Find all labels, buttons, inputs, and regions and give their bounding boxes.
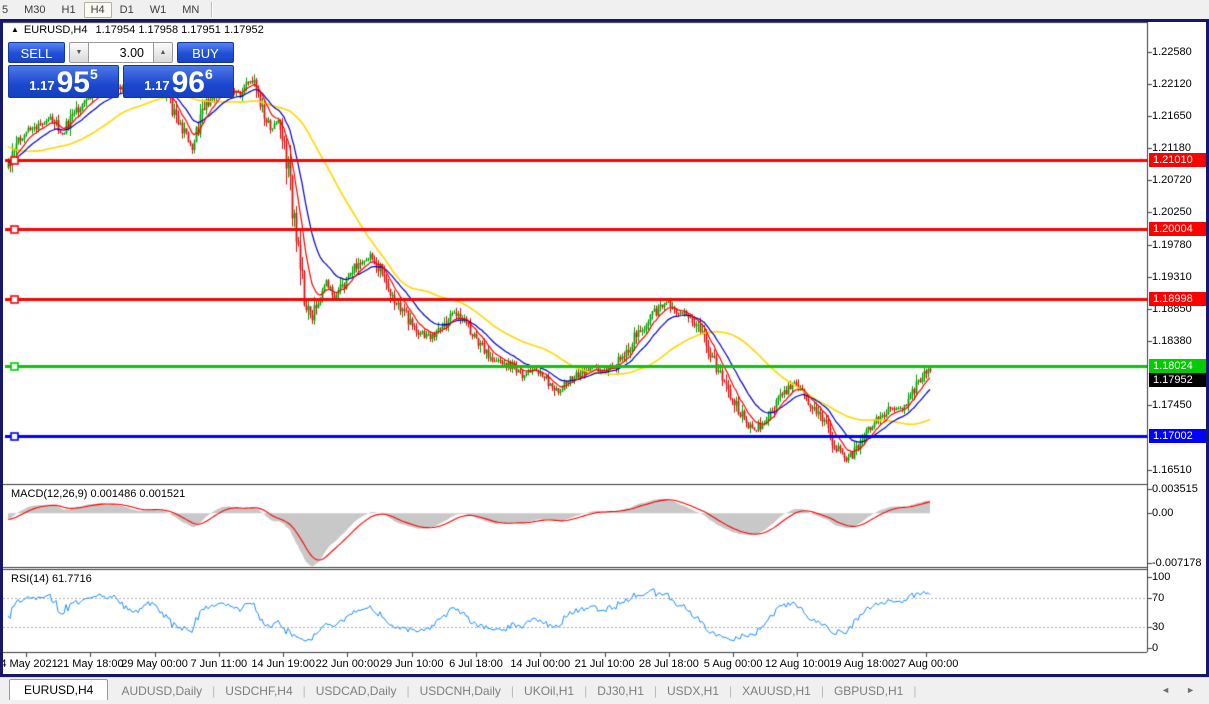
tab-separator: | [510, 684, 515, 698]
rsi-scale-label: 70 [1152, 592, 1165, 605]
buy-price-prefix: 1.17 [144, 78, 170, 93]
timeframe-toolbar: 5 M30 H1 H4 D1 W1 MN [0, 0, 1209, 20]
buy-price-sup: 6 [204, 66, 213, 82]
volume-decrease-icon[interactable]: ▼ [69, 42, 89, 63]
price-axis-label: 1.22580 [1152, 46, 1192, 59]
hline-price-tag: 1.17002 [1149, 429, 1206, 444]
tab-usdx-h1[interactable]: USDX,H1 [667, 684, 720, 698]
buy-price-display[interactable]: 1.17 96 6 [123, 65, 234, 98]
price-chart-canvas[interactable] [3, 22, 1206, 674]
timeframe-button-mn[interactable]: MN [182, 3, 200, 16]
tab-usdcnh-daily[interactable]: USDCNH,Daily [419, 684, 501, 698]
tab-audusd-daily[interactable]: AUDUSD,Daily [121, 684, 203, 698]
sell-button[interactable]: SELL [8, 42, 65, 63]
buy-price-big: 96 [171, 66, 205, 99]
timeframe-button-d1[interactable]: D1 [119, 3, 134, 16]
time-axis-label: 14 May 2021 [3, 658, 58, 670]
tab-eurusd-h4[interactable]: EURUSD,H4 [9, 679, 109, 701]
price-axis-label: 1.20720 [1152, 174, 1192, 187]
status-bar [0, 700, 1209, 704]
timeframe-button-m30[interactable]: M30 [24, 3, 46, 16]
time-axis-label: 29 Jun 10:00 [379, 658, 444, 670]
timeframe-button-h4[interactable]: H4 [83, 1, 112, 18]
rsi-indicator-label: RSI(14) 61.7716 [11, 573, 92, 585]
tab-scroll-left-icon[interactable]: ◄ [1161, 684, 1171, 695]
timeframe-button-h1[interactable]: H1 [61, 3, 76, 16]
time-axis-label: 12 Aug 10:00 [765, 658, 830, 670]
rsi-scale-label: 0 [1152, 642, 1159, 654]
tab-scroll-controls: ◄ ► [1153, 678, 1209, 701]
tab-scroll-right-icon[interactable]: ► [1186, 684, 1195, 695]
time-axis-label: 22 Jun 00:00 [315, 658, 380, 670]
sell-price-prefix: 1.17 [29, 78, 55, 93]
tab-separator: | [820, 684, 824, 698]
buy-button[interactable]: BUY [177, 42, 234, 63]
time-axis-label: 21 Jul 10:00 [574, 658, 635, 670]
sell-price-display[interactable]: 1.17 95 5 [8, 65, 119, 98]
current-price-tag: 1.17952 [1149, 372, 1206, 387]
collapse-trade-panel-icon[interactable]: ▲ [11, 25, 19, 34]
chart-window: ▲ EURUSD,H4 1.17954 1.17958 1.17951 1.1795… [0, 19, 1209, 677]
tab-usdchf-h4[interactable]: USDCHF,H4 [225, 684, 293, 698]
macd-scale-bottom: -0.007178 [1152, 557, 1202, 569]
tab-dj30-h1[interactable]: DJ30,H1 [597, 684, 644, 698]
toolbar-separator [211, 2, 214, 17]
volume-increase-icon[interactable]: ▲ [153, 42, 173, 63]
macd-scale-top: 0.003515 [1152, 483, 1198, 495]
price-axis-label: 1.17450 [1152, 399, 1192, 412]
price-axis-label: 1.19310 [1152, 271, 1192, 284]
price-axis-label: 1.21180 [1152, 142, 1191, 155]
tab-separator: | [729, 684, 733, 698]
tab-separator: | [653, 684, 657, 698]
chart-ohlc-values: 1.17954 1.17958 1.17951 1.17952 [95, 24, 264, 36]
time-axis-label: 21 May 18:00 [56, 658, 124, 670]
volume-input[interactable]: 3.00 [89, 42, 153, 63]
price-axis-label: 1.22120 [1152, 77, 1192, 90]
hline-price-tag: 1.18024 [1149, 358, 1206, 373]
one-click-trading-panel: SELL ▼ 3.00 ▲ BUY 1.17 95 5 1.17 [8, 42, 234, 98]
time-axis-label: 28 Jul 18:00 [638, 658, 699, 670]
tab-gbpusd-h1[interactable]: GBPUSD,H1 [833, 684, 904, 698]
chart-symbol-timeframe: EURUSD,H4 [23, 24, 88, 36]
time-axis-label: 19 Aug 18:00 [829, 658, 895, 670]
tab-separator: | [913, 684, 917, 698]
hline-price-tag: 1.21010 [1149, 153, 1206, 168]
price-axis-label: 1.20250 [1152, 206, 1192, 219]
timeframe-button-w1[interactable]: W1 [149, 3, 167, 16]
chart-title: ▲ EURUSD,H4 1.17954 1.17958 1.17951 1.1795… [11, 24, 264, 36]
price-axis-label: 1.19780 [1152, 238, 1192, 251]
hline-price-tag: 1.18998 [1149, 291, 1206, 306]
tab-ukoil-h1[interactable]: UKOil,H1 [524, 684, 575, 698]
tab-separator: | [584, 684, 588, 698]
time-axis-label: 6 Jul 18:00 [449, 658, 503, 670]
time-axis-label: 14 Jun 19:00 [251, 658, 315, 670]
hline-price-tag: 1.20004 [1149, 222, 1206, 237]
macd-indicator-label: MACD(12,26,9) 0.001486 0.001521 [11, 488, 186, 500]
price-axis-label: 1.16510 [1152, 464, 1192, 477]
price-axis-label: 1.21650 [1152, 110, 1192, 123]
price-axis-label: 1.18850 [1152, 302, 1192, 315]
tab-xauusd-h1[interactable]: XAUUSD,H1 [742, 684, 811, 698]
time-axis-label: 29 May 00:00 [121, 658, 188, 670]
tab-separator: | [302, 684, 306, 698]
rsi-scale-label: 100 [1152, 571, 1171, 583]
sell-price-sup: 5 [89, 66, 98, 82]
time-axis-label: 5 Aug 00:00 [703, 658, 763, 670]
macd-scale-zero: 0.00 [1152, 507, 1174, 520]
tab-separator: | [212, 684, 216, 698]
rsi-scale-label: 30 [1152, 620, 1165, 633]
symbol-tab-bar: EURUSD,H4 | AUDUSD,Daily | USDCHF,H4 | USDCAD,… [0, 677, 1209, 701]
tab-separator: | [406, 684, 410, 698]
time-axis-label: 27 Aug 00:00 [893, 658, 959, 670]
timeframe-button-5[interactable]: 5 [2, 3, 9, 16]
price-axis-label: 1.18380 [1152, 335, 1192, 348]
tab-usdcad-daily[interactable]: USDCAD,Daily [315, 684, 397, 698]
time-axis-label: 14 Jul 00:00 [510, 658, 571, 670]
sell-price-big: 95 [56, 66, 90, 99]
volume-control: ▼ 3.00 ▲ [69, 42, 173, 63]
time-axis-label: 7 Jun 11:00 [190, 658, 248, 670]
